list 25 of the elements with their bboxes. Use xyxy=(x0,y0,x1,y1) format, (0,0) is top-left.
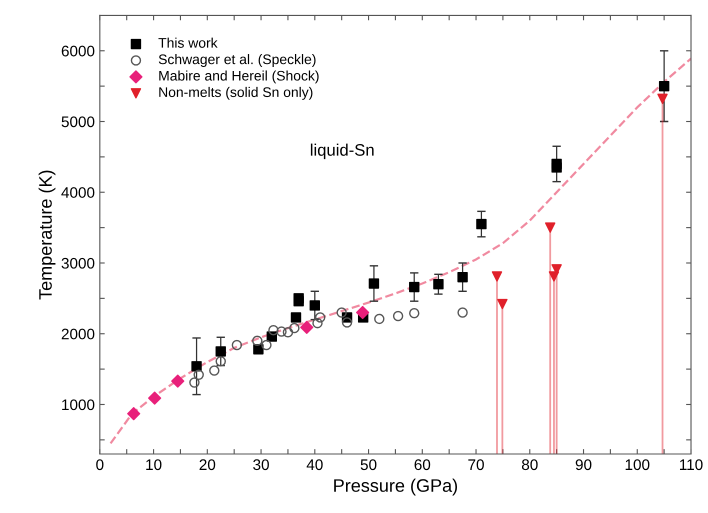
y-tick-label: 5000 xyxy=(62,116,94,128)
annotation: liquid-Sn xyxy=(310,144,374,160)
y-tick-label: 2000 xyxy=(62,328,94,340)
x-tick-label: 10 xyxy=(146,459,162,470)
y-tick-label: 1000 xyxy=(62,399,94,410)
x-tick-label: 90 xyxy=(576,459,592,470)
legend-label: Schwager et al. (Speckle) xyxy=(158,54,316,67)
legend-label: Mabire and Hereil (Shock) xyxy=(159,70,319,84)
x-tick-label: 30 xyxy=(253,459,269,470)
x-tick-label: 40 xyxy=(306,459,323,470)
y-tick-label: 6000 xyxy=(62,46,94,56)
x-tick-label: 80 xyxy=(522,459,538,470)
x-tick-label: 110 xyxy=(680,459,703,470)
x-axis-title: Pressure (GPa) xyxy=(334,478,458,496)
x-tick-label: 60 xyxy=(414,459,430,470)
y-tick-label: 3000 xyxy=(62,258,94,269)
x-tick-label: 70 xyxy=(468,459,484,470)
legend-label: This work xyxy=(158,38,218,48)
legend-label: Non-melts (solid Sn only) xyxy=(159,86,312,100)
x-tick-label: 0 xyxy=(96,459,104,470)
y-axis-title: Temperature (K) xyxy=(38,170,56,300)
x-tick-label: 20 xyxy=(200,459,216,470)
y-tick-label: 4000 xyxy=(61,187,94,198)
x-tick-label: 50 xyxy=(360,459,376,470)
x-tick-label: 100 xyxy=(626,459,650,470)
